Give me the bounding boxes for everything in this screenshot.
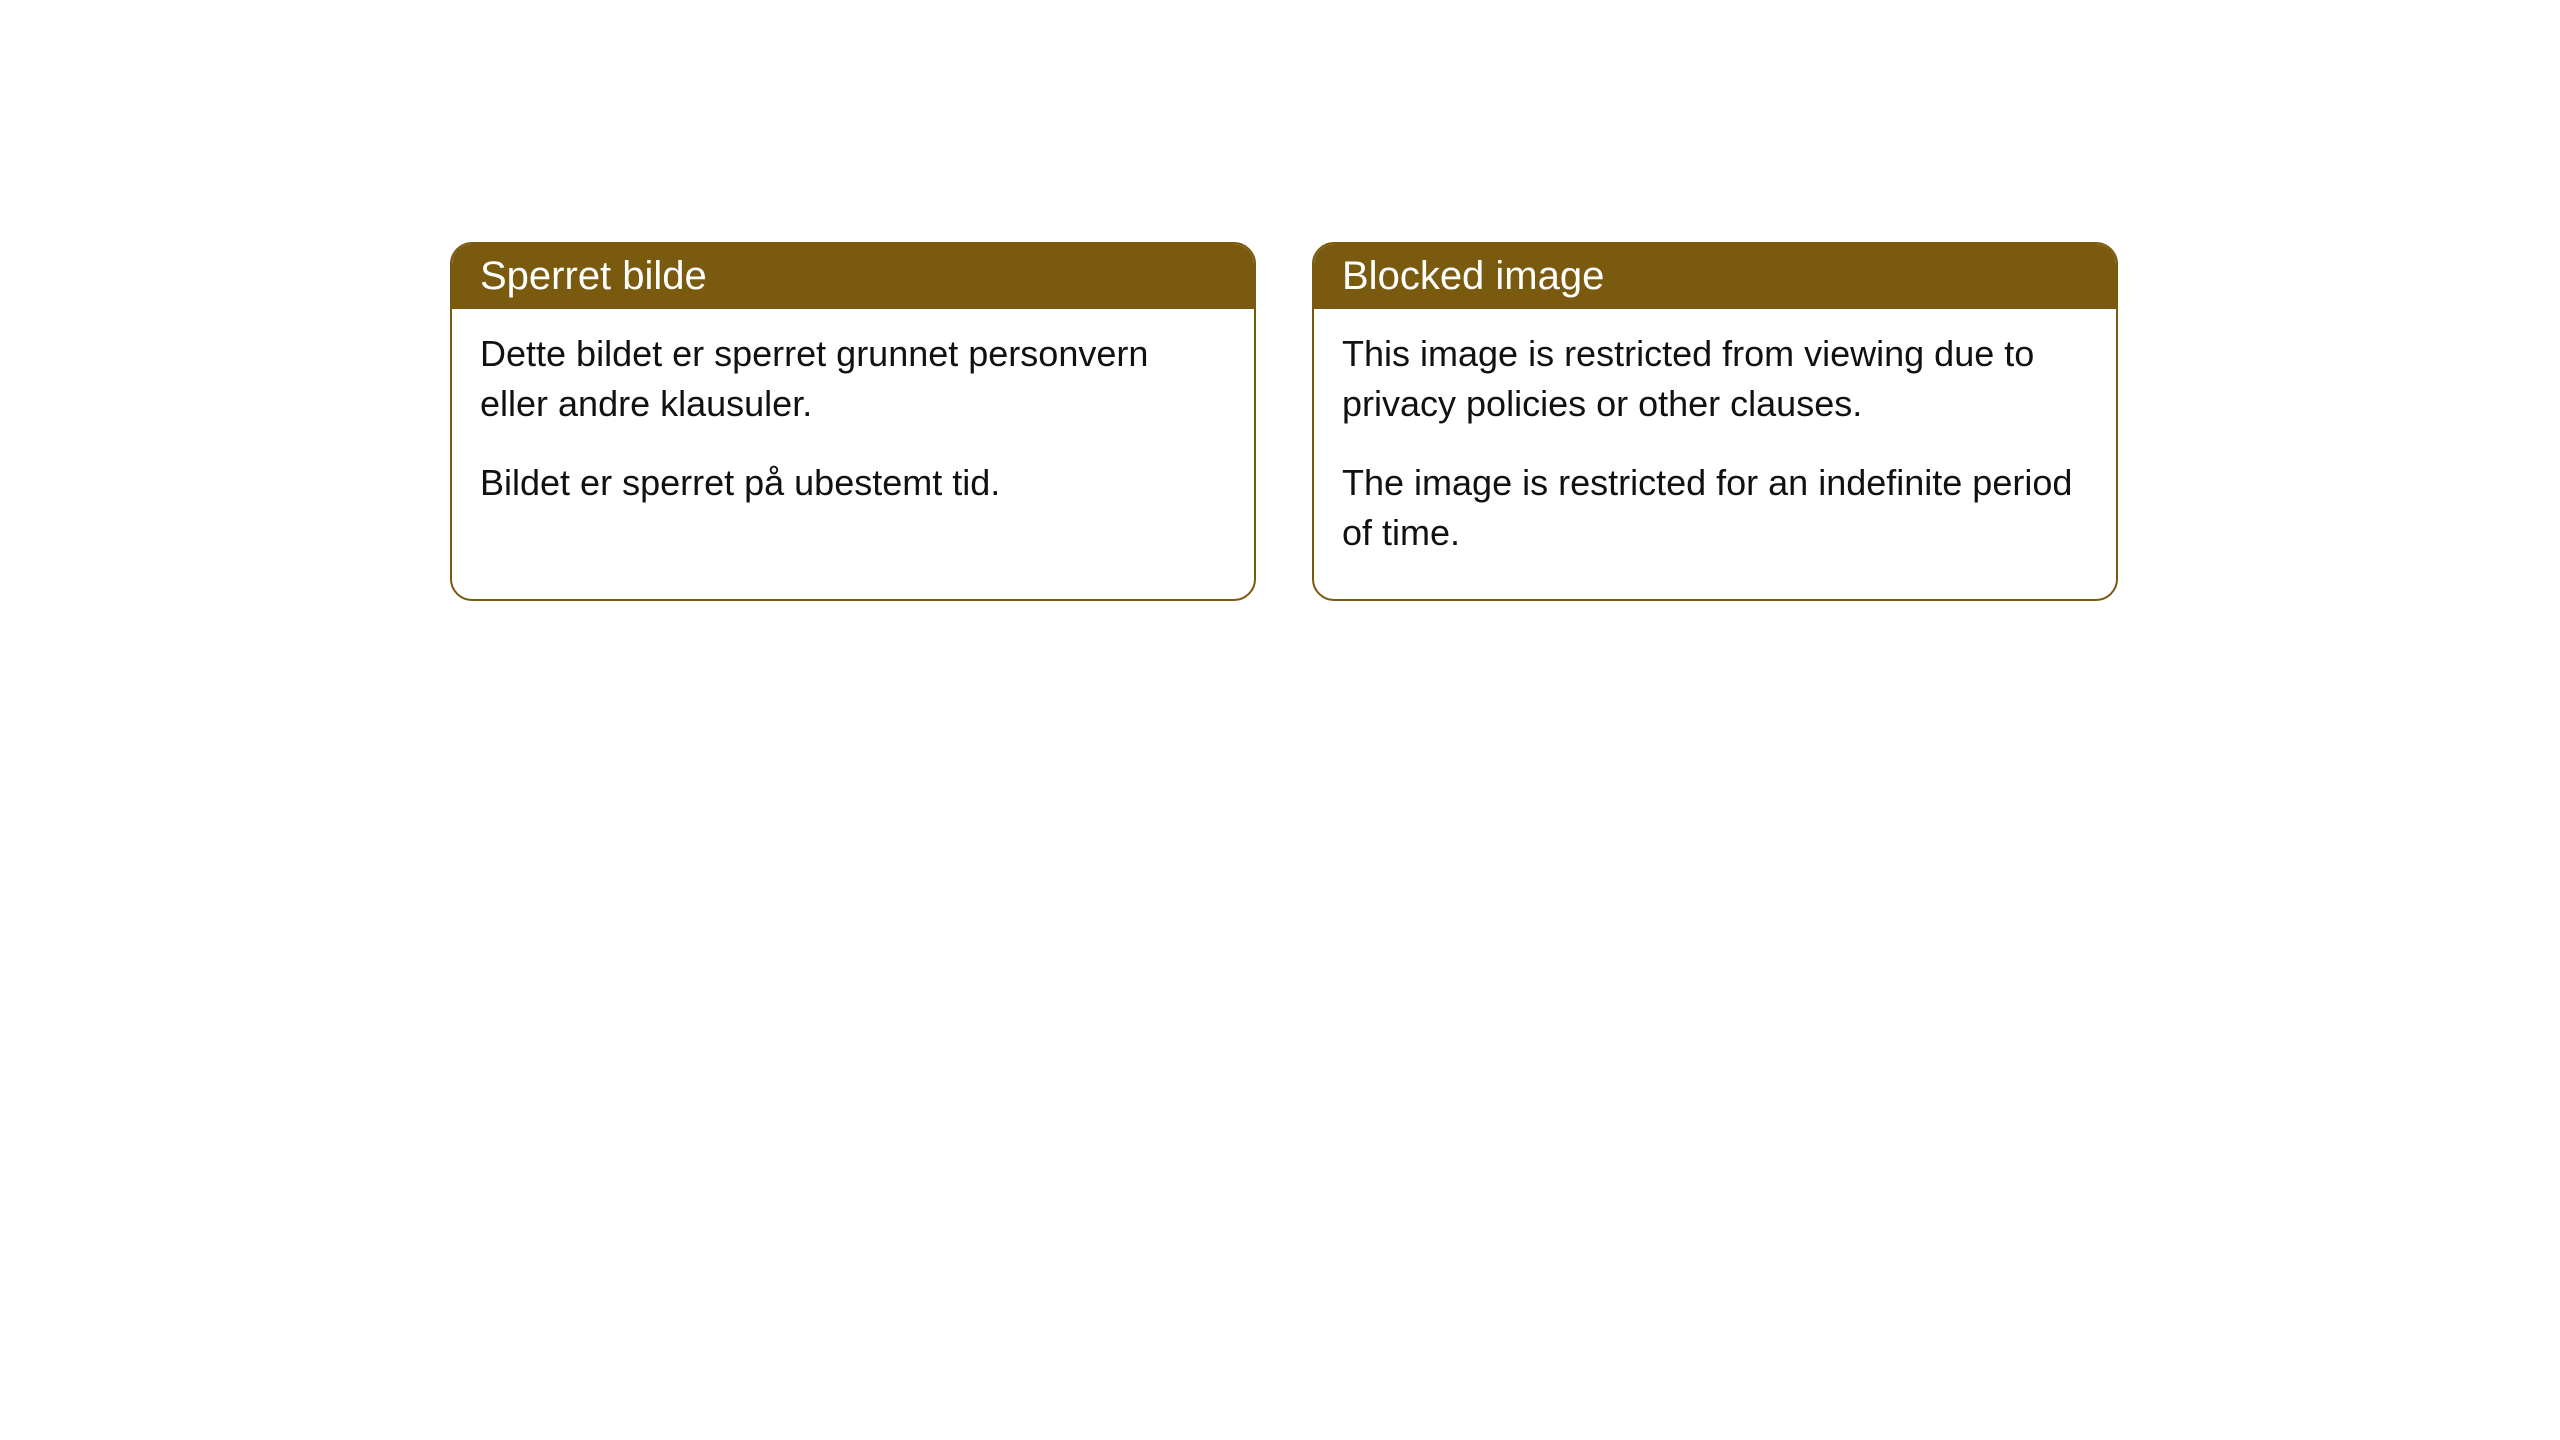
notice-text-secondary: The image is restricted for an indefinit… bbox=[1342, 458, 2088, 559]
blocked-image-card-english: Blocked image This image is restricted f… bbox=[1312, 242, 2118, 601]
card-body: Dette bildet er sperret grunnet personve… bbox=[452, 309, 1254, 548]
blocked-image-card-norwegian: Sperret bilde Dette bildet er sperret gr… bbox=[450, 242, 1256, 601]
card-header: Sperret bilde bbox=[452, 244, 1254, 309]
notice-text-secondary: Bildet er sperret på ubestemt tid. bbox=[480, 458, 1226, 508]
notice-text-primary: Dette bildet er sperret grunnet personve… bbox=[480, 329, 1226, 430]
card-body: This image is restricted from viewing du… bbox=[1314, 309, 2116, 599]
notice-text-primary: This image is restricted from viewing du… bbox=[1342, 329, 2088, 430]
notice-cards-container: Sperret bilde Dette bildet er sperret gr… bbox=[450, 242, 2118, 601]
card-header: Blocked image bbox=[1314, 244, 2116, 309]
